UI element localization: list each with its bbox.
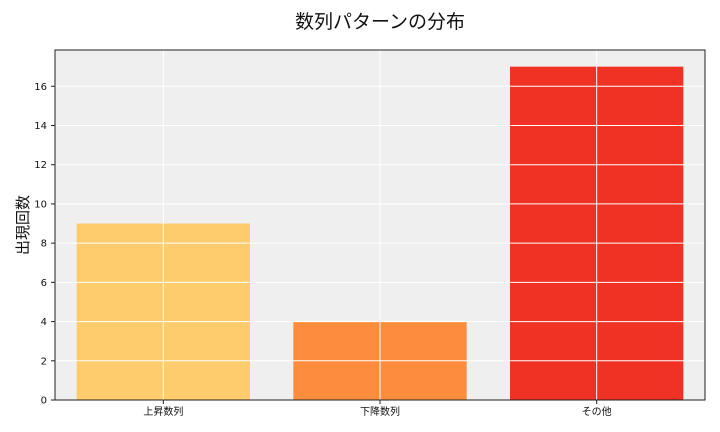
y-axis-label: 出現回数 [14, 195, 32, 255]
y-axis: 0 2 4 6 8 10 12 14 16 [34, 82, 55, 407]
y-tick-label-5: 10 [34, 199, 47, 210]
y-tick-label-4: 8 [41, 239, 47, 250]
x-axis: 上昇数列 下降数列 その他 [143, 400, 612, 418]
y-tick-label-0: 0 [41, 396, 47, 407]
y-tick-label-2: 4 [41, 317, 47, 328]
y-tick-label-8: 16 [34, 82, 47, 93]
x-tick-label-0: 上昇数列 [143, 405, 183, 418]
x-tick-label-2: その他 [582, 405, 612, 418]
x-tick-label-1: 下降数列 [360, 405, 400, 418]
y-tick-label-7: 14 [34, 121, 47, 132]
y-tick-label-1: 2 [41, 356, 47, 367]
chart-title: 数列パターンの分布 [295, 11, 465, 33]
y-tick-label-3: 6 [41, 278, 47, 289]
y-tick-label-6: 12 [34, 160, 47, 171]
